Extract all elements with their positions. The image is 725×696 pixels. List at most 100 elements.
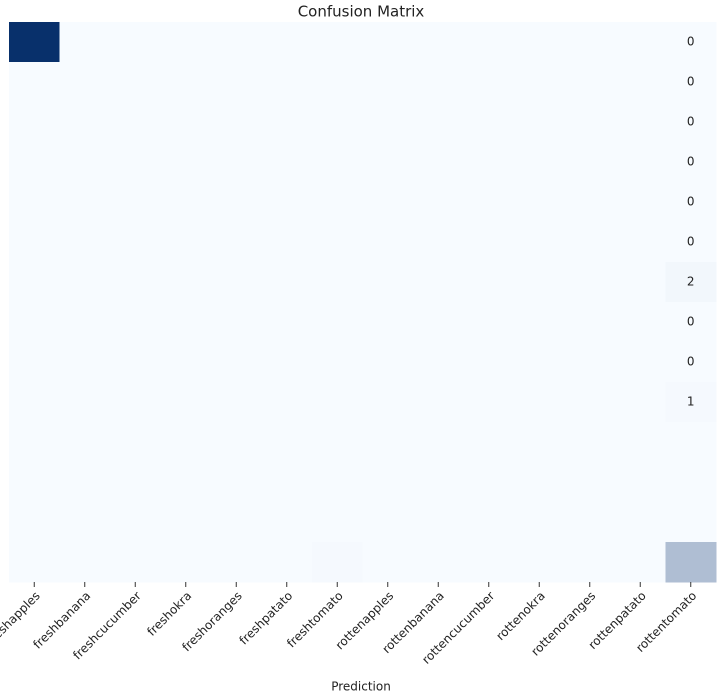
heatmap-cell (514, 502, 565, 543)
heatmap-cell (362, 62, 414, 103)
heatmap-cell (665, 502, 717, 543)
heatmap-cell (59, 182, 111, 223)
heatmap-cell (110, 302, 161, 343)
heatmap-cell (211, 62, 262, 103)
heatmap-cell (362, 262, 414, 303)
heatmap-cell (413, 222, 464, 263)
heatmap-cell (514, 102, 565, 143)
cell-annotation: 1 (687, 395, 695, 409)
heatmap-cell (160, 182, 212, 223)
heatmap-cell (160, 222, 212, 263)
heatmap-cell (261, 62, 313, 103)
heatmap-cell (564, 62, 616, 103)
heatmap-cell (665, 62, 717, 103)
heatmap-cell (110, 182, 161, 223)
heatmap-cell (362, 302, 414, 343)
cell-annotation: 0 (687, 35, 695, 49)
heatmap-cell (211, 182, 262, 223)
heatmap-cell (261, 462, 313, 503)
heatmap-cell (615, 182, 666, 223)
heatmap-cell (59, 462, 111, 503)
heatmap-cell (362, 382, 414, 423)
heatmap-cell (312, 182, 363, 223)
heatmap-cell (211, 102, 262, 143)
heatmap-cell (665, 382, 717, 423)
heatmap-cell (160, 542, 212, 583)
heatmap-cell (615, 262, 666, 303)
heatmap-cell (362, 142, 414, 183)
heatmap-cell (261, 262, 313, 303)
heatmap-cell (160, 382, 212, 423)
heatmap-cell (9, 142, 60, 183)
heatmap-cell (160, 462, 212, 503)
heatmap-cell (160, 262, 212, 303)
heatmap-cell (110, 382, 161, 423)
heatmap-cell (160, 142, 212, 183)
heatmap-cell (312, 422, 363, 463)
heatmap-cell (665, 182, 717, 223)
heatmap-cell (362, 542, 414, 583)
heatmap-cell (261, 382, 313, 423)
heatmap-cell (564, 462, 616, 503)
heatmap-cell (312, 542, 363, 583)
heatmap-cell (615, 502, 666, 543)
heatmap-cell (211, 422, 262, 463)
heatmap-cell (564, 222, 616, 263)
heatmap-cell (261, 142, 313, 183)
heatmap-cell (564, 542, 616, 583)
heatmap-cell (665, 262, 717, 303)
heatmap-cell (514, 422, 565, 463)
heatmap-cell (312, 62, 363, 103)
heatmap-cell (615, 22, 666, 63)
heatmap-cell (463, 142, 515, 183)
heatmap-cell (9, 342, 60, 383)
heatmap-cell (59, 422, 111, 463)
heatmap-cell (160, 22, 212, 63)
x-tick-label: freshokra (144, 589, 194, 639)
heatmap-cell (110, 102, 161, 143)
heatmap-cell (514, 462, 565, 503)
heatmap-cell (261, 542, 313, 583)
heatmap-cell (564, 182, 616, 223)
heatmap-cell (110, 62, 161, 103)
heatmap-cell (413, 462, 464, 503)
heatmap-cell (110, 422, 161, 463)
heatmap-cell (211, 22, 262, 63)
heatmap-cell (514, 302, 565, 343)
heatmap-cell (413, 22, 464, 63)
heatmap-cell (665, 422, 717, 463)
heatmap-cell (110, 342, 161, 383)
heatmap-cell (615, 422, 666, 463)
heatmap-cell (9, 542, 60, 583)
heatmap-cell (615, 542, 666, 583)
heatmap-cell (463, 222, 515, 263)
cell-annotation: 0 (687, 355, 695, 369)
heatmap-cell (413, 542, 464, 583)
heatmap-cell (9, 62, 60, 103)
heatmap-cell (615, 62, 666, 103)
heatmap-cell (312, 262, 363, 303)
heatmap-cell (211, 142, 262, 183)
heatmap-cell (413, 422, 464, 463)
x-axis-label: Prediction (331, 680, 391, 694)
heatmap-cell (362, 22, 414, 63)
heatmap-cell (312, 302, 363, 343)
heatmap-cell (463, 102, 515, 143)
heatmap-cell (514, 62, 565, 103)
heatmap-cell (514, 262, 565, 303)
heatmap-cell (59, 542, 111, 583)
heatmap-cell (362, 502, 414, 543)
heatmap-cell (413, 182, 464, 223)
heatmap-cell (261, 302, 313, 343)
heatmap-cell (665, 302, 717, 343)
heatmap-cell (59, 142, 111, 183)
heatmap-cell (362, 422, 414, 463)
heatmap-cell (564, 342, 616, 383)
heatmap-cell (261, 222, 313, 263)
heatmap-cell (362, 102, 414, 143)
heatmap-cell (9, 22, 60, 63)
cell-annotation: 0 (687, 195, 695, 209)
heatmap-cell (564, 142, 616, 183)
heatmap-cell (160, 422, 212, 463)
heatmap-cell (110, 222, 161, 263)
